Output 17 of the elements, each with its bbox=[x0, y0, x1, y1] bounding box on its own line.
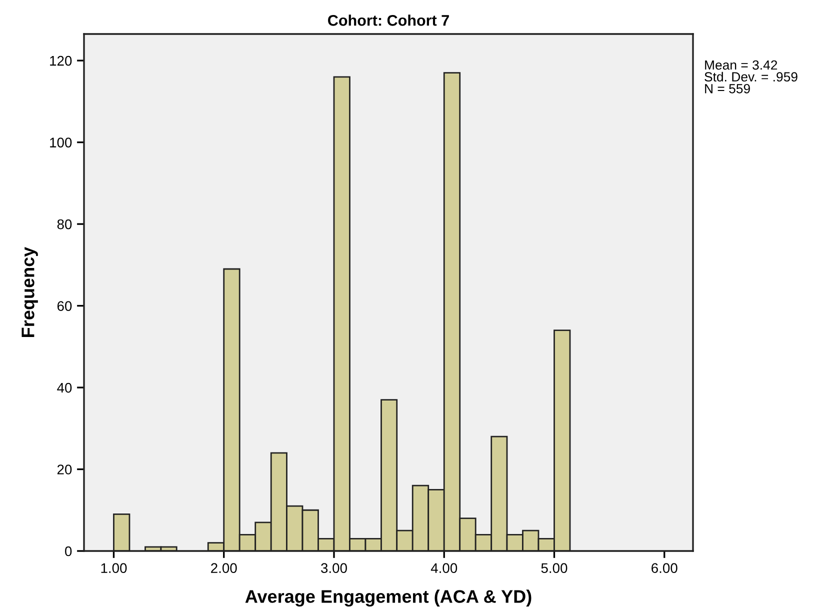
x-tick-label: 1.00 bbox=[101, 563, 127, 574]
chart-title: Cohort: Cohort 7 bbox=[328, 14, 449, 26]
x-tick-label: 6.00 bbox=[652, 563, 678, 574]
x-tick-label: 3.00 bbox=[321, 563, 347, 574]
x-axis-title: Average Engagement (ACA & YD) bbox=[245, 590, 532, 607]
y-tick-label: 60 bbox=[57, 301, 72, 311]
y-tick-label: 0 bbox=[65, 546, 72, 556]
y-tick-label: 100 bbox=[50, 138, 72, 148]
y-axis-title: Frequency bbox=[22, 246, 38, 337]
x-tick-label: 5.00 bbox=[541, 563, 568, 574]
y-tick-label: 120 bbox=[50, 56, 72, 66]
x-tick-label: 2.00 bbox=[211, 563, 237, 574]
x-tick-label: 4.00 bbox=[430, 563, 458, 574]
text: Mean = 3.42 Std. Dev. = .959 N = 559 bbox=[704, 60, 798, 94]
y-tick-label: 40 bbox=[57, 382, 72, 393]
y-tick-label: 80 bbox=[57, 219, 72, 230]
y-tick-label: 20 bbox=[57, 464, 72, 474]
